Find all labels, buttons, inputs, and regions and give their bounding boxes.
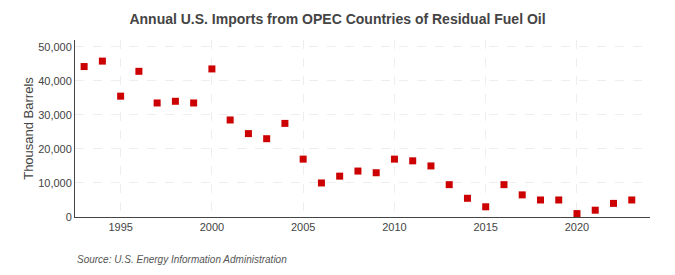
svg-text:30,000: 30,000 bbox=[38, 109, 72, 121]
svg-text:2005: 2005 bbox=[291, 221, 315, 233]
svg-text:1995: 1995 bbox=[108, 221, 132, 233]
svg-text:Annual U.S. Imports from OPEC: Annual U.S. Imports from OPEC Countries … bbox=[129, 11, 545, 27]
svg-text:50,000: 50,000 bbox=[38, 41, 72, 53]
svg-text:Thousand Barrels: Thousand Barrels bbox=[21, 77, 36, 180]
svg-text:40,000: 40,000 bbox=[38, 75, 72, 87]
svg-text:2000: 2000 bbox=[200, 221, 224, 233]
svg-text:2020: 2020 bbox=[565, 221, 589, 233]
svg-text:20,000: 20,000 bbox=[38, 143, 72, 155]
svg-text:2015: 2015 bbox=[473, 221, 497, 233]
svg-text:2010: 2010 bbox=[382, 221, 406, 233]
svg-text:10,000: 10,000 bbox=[38, 177, 72, 189]
svg-text:Source: U.S. Energy Informatio: Source: U.S. Energy Information Administ… bbox=[77, 254, 287, 265]
svg-text:0: 0 bbox=[66, 211, 72, 223]
